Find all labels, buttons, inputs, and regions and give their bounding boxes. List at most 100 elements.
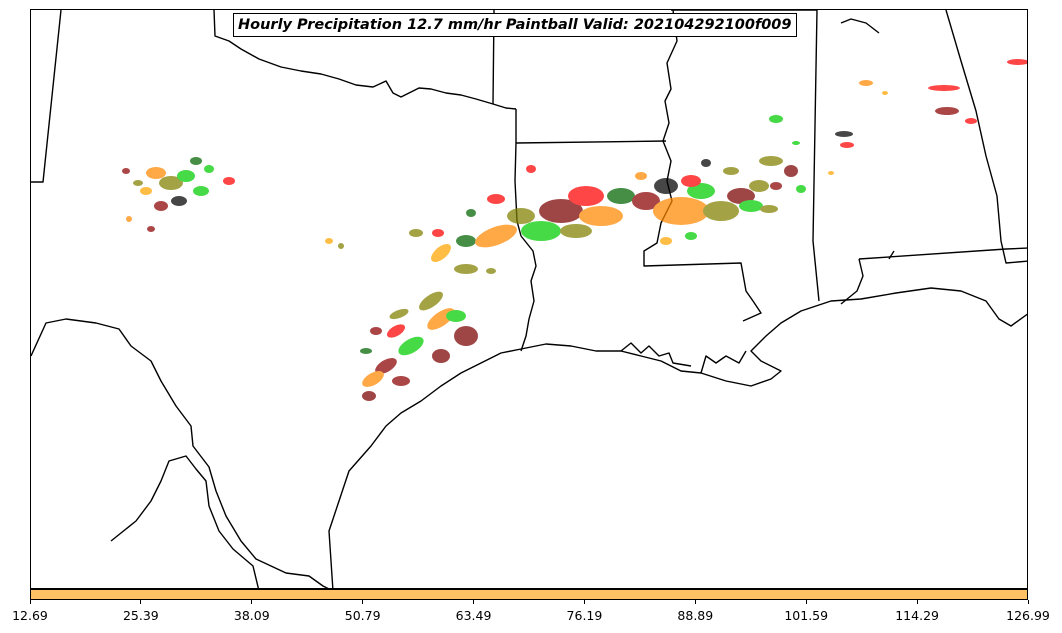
gulf-coastline [328, 287, 1027, 588]
precip-blob [432, 349, 450, 363]
precip-blob [632, 192, 660, 210]
precip-blob [784, 165, 798, 177]
precip-blob [760, 205, 778, 213]
precip-blob [140, 187, 152, 195]
precip-blob [792, 141, 800, 145]
colorbar [30, 589, 1028, 600]
precip-blob [935, 107, 959, 115]
state-borders [31, 10, 1027, 588]
map-canvas [31, 10, 1027, 588]
precip-blob [386, 324, 406, 338]
border-ar-la [515, 140, 667, 144]
precip-blob [507, 208, 535, 224]
map-title: Hourly Precipitation 12.7 mm/hr Paintbal… [233, 13, 797, 37]
precipitation-paintball [122, 59, 1027, 401]
precip-blob [526, 165, 536, 173]
precip-blob [769, 115, 783, 123]
precip-blob [190, 157, 202, 165]
precip-blob [539, 199, 583, 223]
sabine-river [520, 235, 537, 352]
precip-blob [882, 91, 888, 95]
border-ms-al [812, 10, 820, 302]
precip-blob [681, 175, 701, 187]
precip-blob [487, 194, 505, 204]
precip-blob [607, 188, 635, 204]
precip-blob [392, 376, 410, 386]
precip-blob [389, 308, 409, 320]
precip-blob [928, 85, 960, 91]
colorbar-tick-label: 126.99 [1006, 608, 1050, 623]
precip-blob [701, 159, 711, 167]
precip-blob [126, 216, 132, 222]
precip-blob [147, 226, 155, 232]
precip-blob [204, 165, 214, 173]
precip-blob [122, 168, 130, 174]
colorbar-tick-label: 63.49 [455, 608, 492, 623]
mexico-state-border [110, 455, 259, 588]
precip-blob [338, 243, 344, 249]
border-al-ga [945, 10, 1027, 264]
precip-blob [739, 200, 763, 212]
colorbar-tick-mark [29, 600, 31, 604]
precip-blob [454, 264, 478, 274]
precip-blob [654, 178, 678, 194]
colorbar-tick-label: 76.19 [566, 608, 603, 623]
red-river-border [213, 10, 517, 110]
precip-blob [859, 80, 873, 86]
colorbar-tick-label: 25.39 [122, 608, 159, 623]
precip-blob [840, 142, 854, 148]
colorbar-tick-label: 114.29 [895, 608, 939, 623]
precip-blob [653, 197, 709, 225]
precip-blob [360, 348, 372, 354]
border-al-fl [858, 247, 1027, 260]
precip-blob [660, 237, 672, 245]
colorbar-tick-mark [583, 600, 585, 604]
precip-blob [796, 185, 806, 193]
precip-blob [770, 182, 782, 190]
precip-blob [362, 391, 376, 401]
precip-blob [965, 118, 977, 124]
precip-blob [1007, 59, 1027, 65]
precip-blob [835, 131, 853, 137]
precip-blob [560, 224, 592, 238]
precip-blob [466, 209, 476, 217]
precip-blob [635, 172, 647, 180]
precip-blob [579, 206, 623, 226]
precip-blob [177, 170, 195, 182]
colorbar-tick-label: 12.69 [12, 608, 48, 623]
border-misc-2 [888, 250, 895, 260]
precip-blob [432, 229, 444, 237]
precip-blob [431, 244, 451, 262]
precip-blob [154, 201, 168, 211]
colorbar-tick-label: 50.79 [344, 608, 381, 623]
colorbar-tick-mark [251, 600, 253, 604]
precip-blob [521, 221, 561, 241]
colorbar-tick-mark [473, 600, 475, 604]
colorbar-tick-mark [805, 600, 807, 604]
precip-blob [370, 327, 382, 335]
colorbar-tick-label: 38.09 [233, 608, 270, 623]
louisiana-delta [700, 350, 747, 374]
border-fl-panhandle [840, 258, 864, 305]
colorbar-tick-label: 88.89 [677, 608, 714, 623]
colorbar-tick-mark [362, 600, 364, 604]
precip-blob [759, 156, 783, 166]
precip-blob [475, 224, 517, 248]
precip-blob [159, 176, 183, 190]
precip-blob [325, 238, 333, 244]
precip-blob [727, 188, 755, 204]
colorbar-tick-mark [916, 600, 918, 604]
precip-blob [568, 186, 604, 206]
precip-blob [828, 171, 834, 175]
louisiana-marsh [620, 342, 692, 367]
precip-blob [375, 358, 397, 374]
colorbar-tick-mark [694, 600, 696, 604]
colorbar-tick-label: 101.59 [784, 608, 829, 623]
colorbar-tick-mark [1027, 600, 1029, 604]
map-panel [30, 9, 1028, 589]
precip-blob [703, 201, 739, 221]
precip-blob [749, 180, 769, 192]
precip-blob [409, 229, 423, 237]
precip-blob [687, 183, 715, 199]
precip-blob [419, 291, 443, 311]
